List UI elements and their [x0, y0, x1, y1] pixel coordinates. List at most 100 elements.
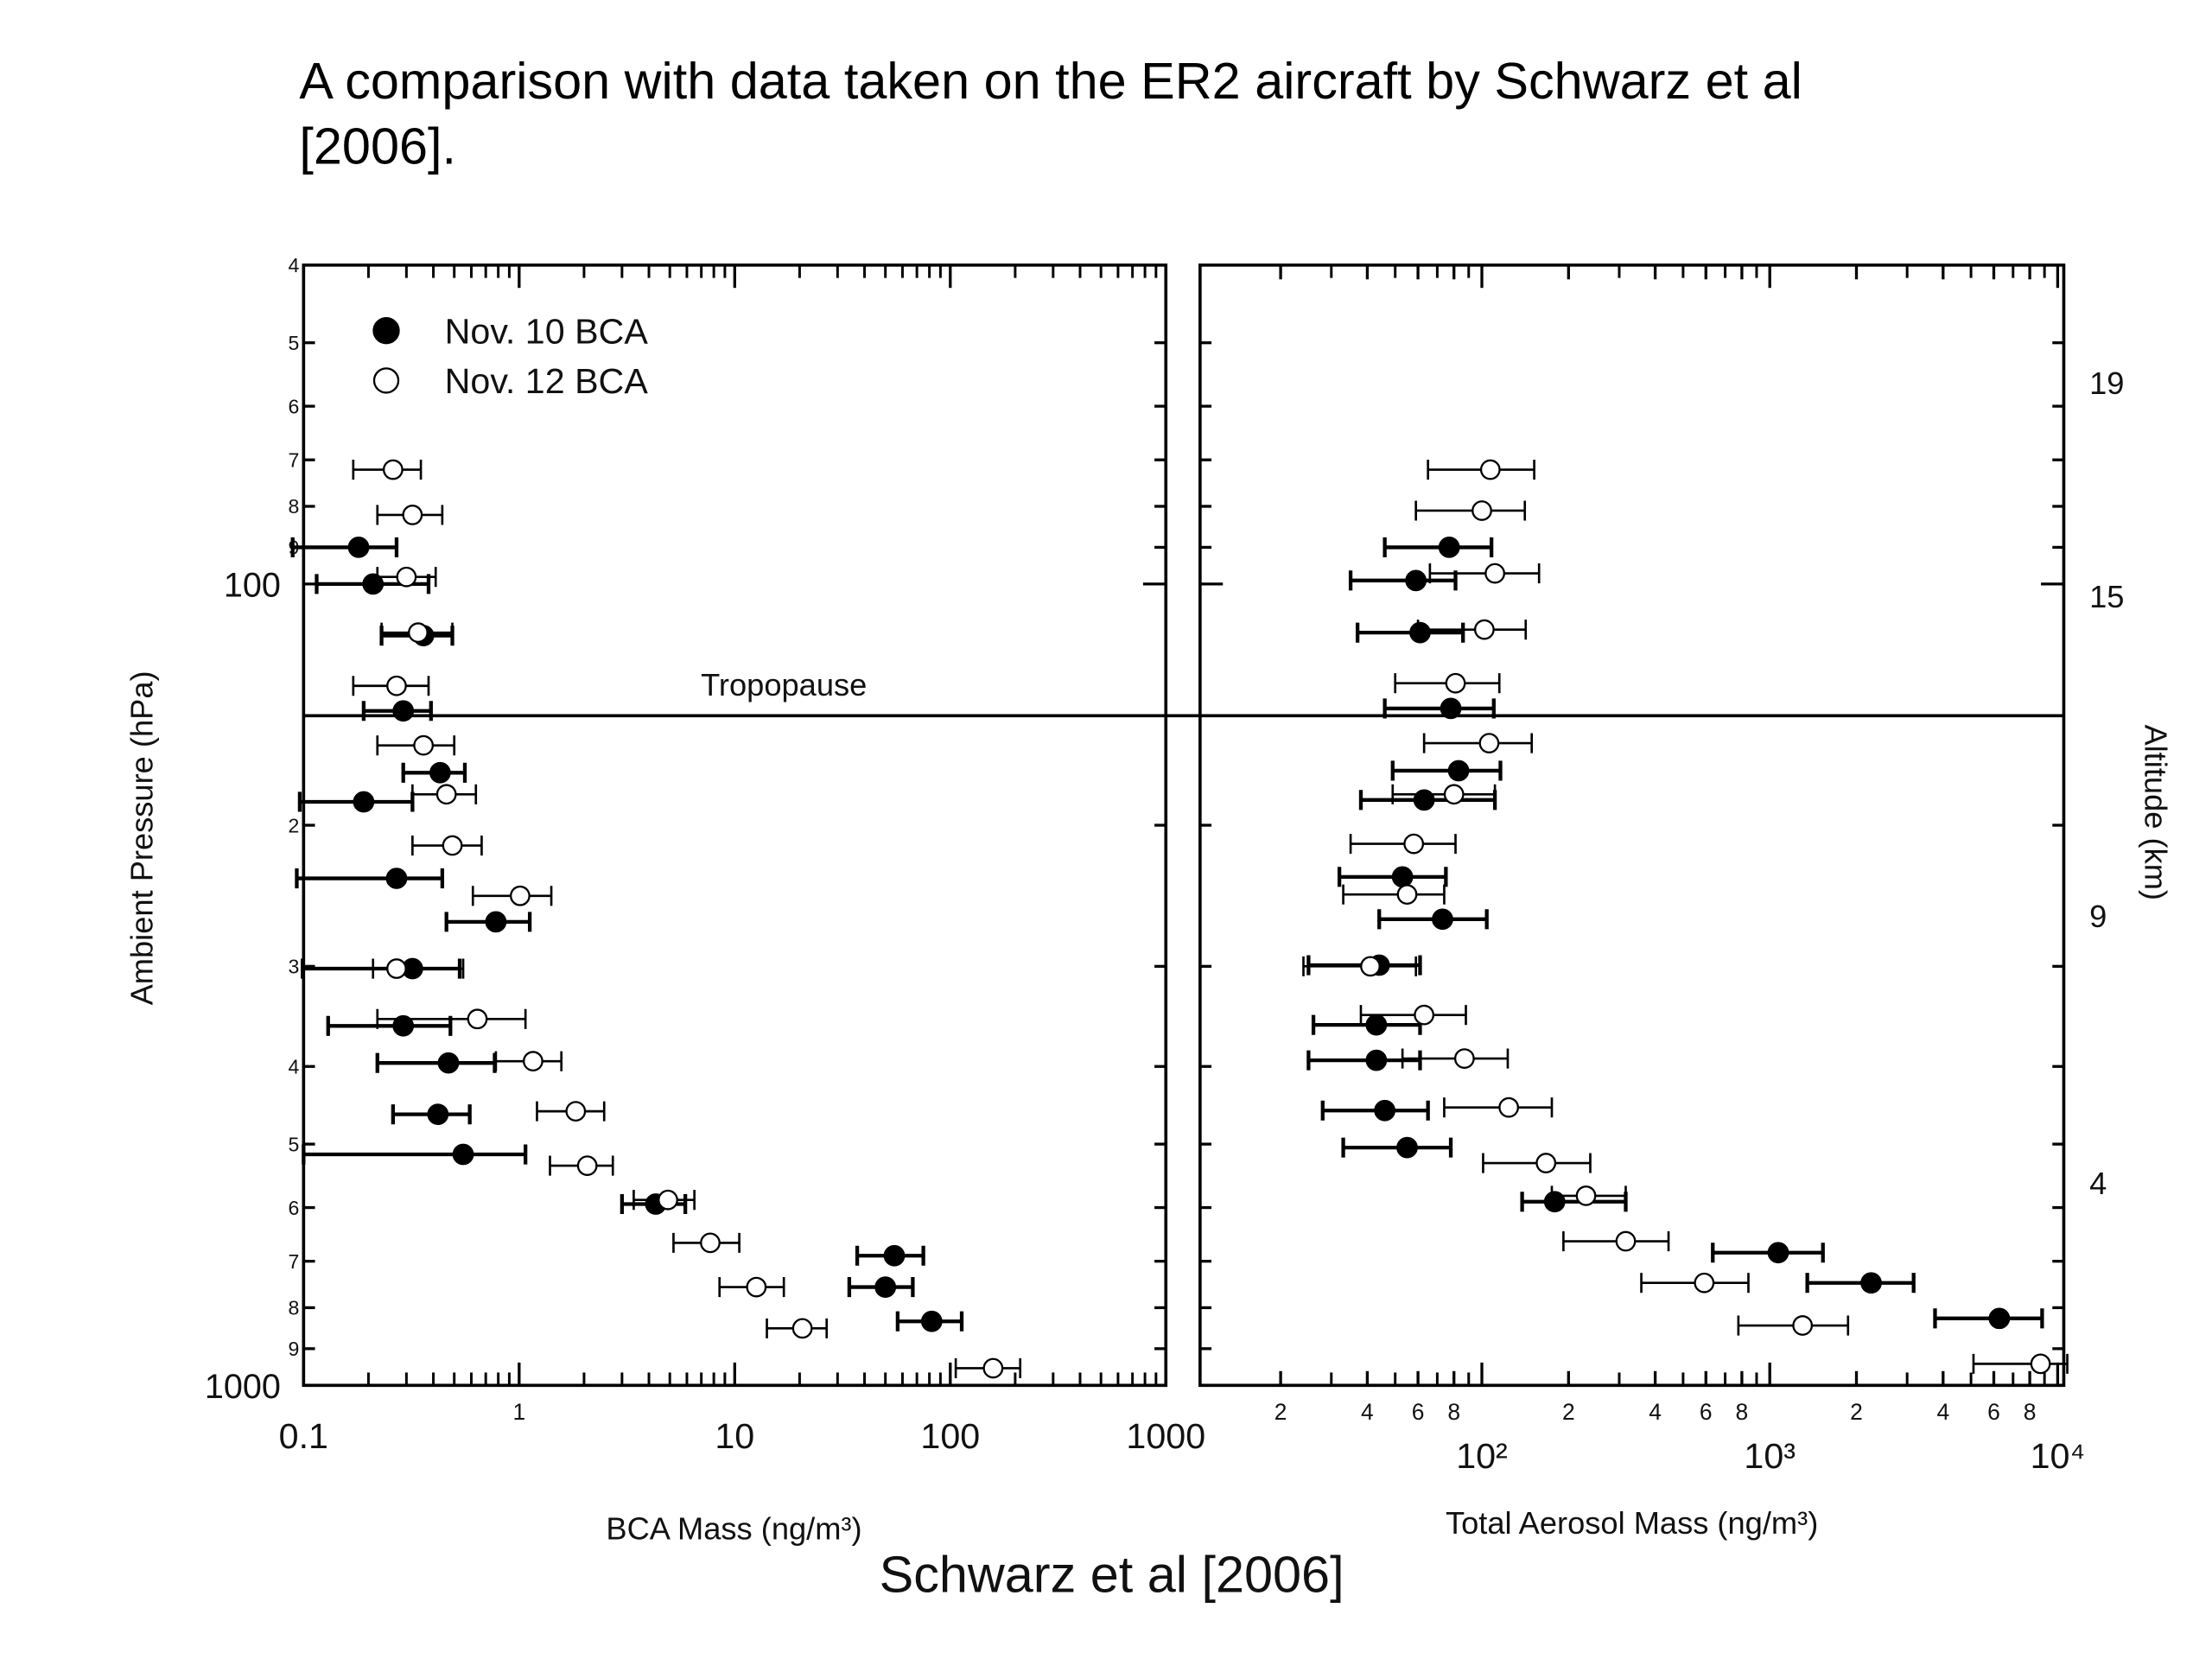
data-point	[1409, 621, 1431, 644]
x-tick-label: 10³	[1744, 1436, 1796, 1476]
y-tick-label: 7	[289, 1250, 300, 1273]
x-tick-label: 4	[1361, 1399, 1374, 1425]
plot-frame	[302, 263, 1168, 1388]
data-point	[413, 734, 435, 756]
data-point	[1374, 1099, 1396, 1122]
data-point	[1479, 459, 1501, 480]
x-tick-label: 0.1	[279, 1416, 328, 1456]
error-bar	[1422, 733, 1534, 753]
data-point	[408, 622, 429, 644]
legend-marker	[372, 317, 400, 345]
data-point	[1391, 866, 1414, 888]
data-point	[510, 885, 531, 906]
legend-marker	[372, 367, 400, 394]
y2-tick-label: 19	[2089, 365, 2124, 401]
data-point	[1365, 1049, 1388, 1071]
data-point	[1360, 956, 1381, 977]
data-point	[1535, 1153, 1557, 1173]
x-tick-label: 10	[715, 1416, 754, 1456]
data-point	[1445, 672, 1466, 694]
error-bar	[1390, 760, 1503, 781]
error-bar	[290, 537, 399, 557]
data-point	[791, 1318, 813, 1339]
x-tick-label: 1	[512, 1399, 525, 1425]
data-point	[1575, 1185, 1597, 1206]
error-bar	[1933, 1308, 2044, 1329]
data-point	[1694, 1272, 1715, 1294]
x-tick-label: 10²	[1456, 1436, 1508, 1476]
x-tick-label: 8	[1736, 1399, 1749, 1425]
data-point	[467, 1008, 488, 1030]
data-point	[1447, 760, 1470, 782]
x-tick-label: 6	[1987, 1399, 2000, 1425]
data-point	[523, 1051, 543, 1072]
y-tick-label: 5	[289, 1133, 300, 1155]
error-bar	[1443, 1097, 1554, 1118]
data-point	[386, 958, 407, 979]
y-tick-label: 8	[289, 495, 300, 518]
data-point	[565, 1101, 587, 1122]
x-tick-label: 6	[1700, 1399, 1713, 1425]
data-point	[386, 675, 407, 696]
data-point	[576, 1155, 598, 1176]
x-tick-label: 6	[1412, 1399, 1425, 1425]
y-tick-label: 4	[289, 1055, 300, 1077]
data-point	[402, 505, 423, 525]
error-bar	[1302, 956, 1417, 976]
data-point	[1414, 1004, 1435, 1026]
caption: Schwarz et al [2006]	[880, 1545, 1344, 1603]
error-bar	[1428, 563, 1541, 584]
data-point	[382, 459, 404, 480]
data-point	[485, 911, 507, 933]
error-bar	[375, 1052, 497, 1073]
y2-axis-label: Altitude (km)	[2138, 724, 2173, 900]
error-bar	[1972, 1353, 2069, 1374]
data-point	[874, 1276, 897, 1298]
data-point	[1453, 1048, 1475, 1069]
data-point	[1403, 833, 1425, 855]
data-point	[1615, 1230, 1637, 1252]
data-point	[1438, 537, 1460, 558]
data-point	[1396, 884, 1418, 906]
x-tick-label: 4	[1936, 1399, 1949, 1425]
data-point	[1792, 1315, 1814, 1336]
data-point	[392, 1014, 415, 1037]
error-bar	[1805, 1273, 1916, 1294]
data-point	[2030, 1353, 2051, 1375]
data-point	[1440, 697, 1462, 720]
data-point	[658, 1189, 678, 1211]
data-point	[700, 1232, 721, 1254]
y-tick-label: 3	[289, 956, 300, 978]
x-axis-label: BCA Mass (ng/m³)	[606, 1510, 861, 1546]
x-tick-label: 8	[2024, 1399, 2037, 1425]
x-tick-label: 4	[1649, 1399, 1662, 1425]
data-point	[385, 868, 408, 889]
y2-tick-label: 15	[2089, 579, 2124, 614]
plot-frame	[1198, 263, 2066, 1388]
data-point	[920, 1310, 943, 1332]
data-point	[1860, 1272, 1882, 1294]
data-point	[1767, 1242, 1789, 1264]
x-tick-label: 2	[1850, 1399, 1863, 1425]
data-point	[1413, 789, 1435, 811]
data-point	[1396, 1136, 1418, 1159]
y2-tick-label: 4	[2089, 1166, 2107, 1201]
data-point	[1478, 733, 1500, 753]
y-tick-label: 1000	[205, 1368, 281, 1406]
data-point	[452, 1143, 474, 1166]
tropopause-label: Tropopause	[701, 667, 867, 702]
data-point	[883, 1244, 906, 1267]
y-tick-label: 5	[289, 332, 300, 354]
data-point	[1473, 619, 1495, 640]
x-tick-label: 100	[920, 1416, 980, 1456]
y-tick-label: 6	[289, 395, 300, 417]
error-bar	[1416, 620, 1528, 640]
y2-tick-label: 9	[2089, 899, 2107, 934]
page-title: A comparison with data taken on the ER2 …	[299, 51, 1802, 175]
y-tick-label: 2	[289, 814, 300, 836]
error-bar	[1349, 834, 1457, 855]
data-point	[1471, 500, 1492, 521]
data-point	[427, 1103, 449, 1126]
y-tick-label: 6	[289, 1197, 300, 1219]
